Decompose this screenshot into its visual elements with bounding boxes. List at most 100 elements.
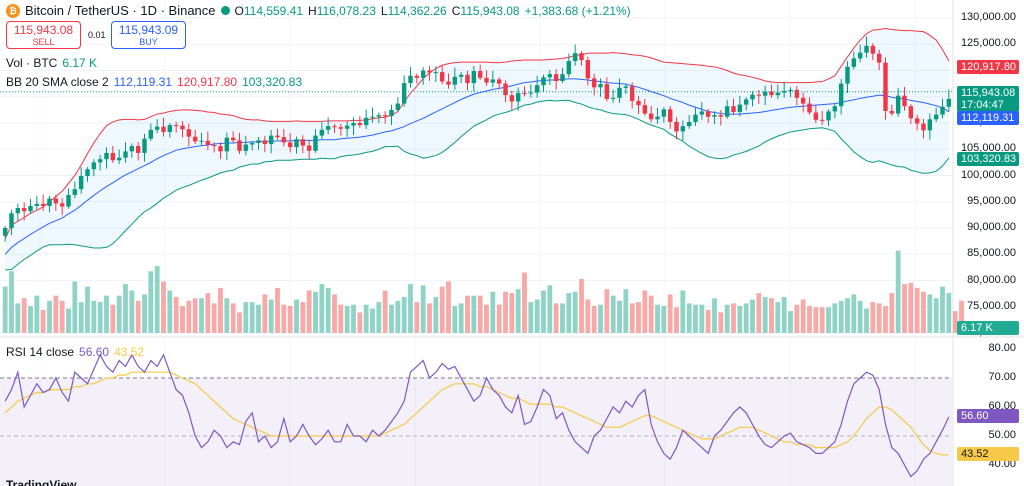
volume-bar <box>819 307 825 333</box>
volume-bar <box>484 304 489 333</box>
volume-bar <box>547 285 553 333</box>
symbol-title[interactable]: Bitcoin / TetherUS · 1D · Binance <box>25 3 216 18</box>
rsi-legend-label: RSI 14 close <box>6 345 75 359</box>
rsi-legend-ma: 43.52 <box>114 345 145 359</box>
candle-body <box>509 95 515 102</box>
candle-body <box>623 86 629 88</box>
bb-band-fill <box>5 28 949 270</box>
candle-body <box>889 110 895 114</box>
volume-bar <box>750 299 755 333</box>
volume-bar <box>579 278 584 333</box>
candle-body <box>91 162 97 170</box>
volume-bar <box>655 304 660 333</box>
volume-bar <box>72 281 78 333</box>
candle-body <box>78 176 84 190</box>
volume-legend[interactable]: Vol · BTC 6.17 K <box>6 56 97 70</box>
volume-bar <box>515 289 521 333</box>
volume-bar <box>275 287 280 333</box>
rsi-legend[interactable]: RSI 14 close 56.60 43.52 <box>6 345 144 359</box>
candle-body <box>477 71 483 78</box>
bb-upper-line <box>4 27 950 239</box>
candle-body <box>192 136 198 142</box>
candle-body <box>370 116 375 118</box>
volume-bar <box>458 303 464 333</box>
candle-body <box>287 142 293 148</box>
volume-bar <box>528 302 534 333</box>
volume-bar <box>813 307 819 333</box>
candle-body <box>382 115 388 117</box>
rsi-tick-label: 80.00 <box>988 342 1016 354</box>
market-open-dot-icon <box>220 6 230 15</box>
candle-body <box>129 146 135 152</box>
volume-bar <box>572 291 578 333</box>
volume-bar <box>769 298 774 333</box>
volume-bar <box>737 305 743 333</box>
volume-bar <box>21 298 27 333</box>
buy-button[interactable]: 115,943.09 BUY <box>111 21 186 49</box>
candle-body <box>427 70 432 73</box>
price-tick-label: 125,000.00 <box>960 37 1016 50</box>
candle-body <box>655 116 660 120</box>
candle-body <box>737 104 743 112</box>
candle-body <box>566 61 572 75</box>
candle-body <box>914 118 920 124</box>
volume-bar <box>40 309 46 333</box>
volume-bar <box>382 290 388 333</box>
volume-bar <box>883 305 888 333</box>
bb-legend-basis: 112,119.31 <box>113 75 173 89</box>
volume-bar <box>617 300 622 333</box>
volume-bar <box>243 302 249 333</box>
volume-bar <box>287 305 293 333</box>
candle-body <box>116 157 122 161</box>
volume-bar <box>211 303 217 333</box>
candle-body <box>680 126 686 132</box>
candle-body <box>838 83 844 107</box>
candle-body <box>826 111 831 121</box>
volume-bar <box>167 290 173 333</box>
candle-body <box>547 74 553 78</box>
volume-bar <box>743 303 749 333</box>
candle-body <box>66 194 71 207</box>
rsi-tick-label: 50.00 <box>988 429 1016 441</box>
volume-bar <box>731 303 736 333</box>
candle-body <box>53 198 59 204</box>
sell-button[interactable]: 115,943.08 SELL <box>6 21 81 49</box>
candle-body <box>648 113 654 120</box>
volume-bar <box>256 304 261 333</box>
volume-bar <box>2 286 8 333</box>
candle-body <box>97 159 103 163</box>
volume-bar <box>648 295 654 333</box>
candle-body <box>148 129 154 139</box>
rsi-ma-tag: 43.52 <box>957 447 1019 461</box>
volume-bar <box>28 305 33 333</box>
candle-body <box>731 106 736 112</box>
volume-bar <box>427 303 432 333</box>
candle-body <box>579 53 584 60</box>
volume-bar <box>34 295 40 333</box>
candle-body <box>800 97 806 104</box>
volume-bar <box>699 304 705 333</box>
candle-body <box>781 90 787 93</box>
candle-body <box>389 109 394 117</box>
volume-bar <box>496 304 502 333</box>
candle-body <box>693 114 698 122</box>
price-change: +1,383.68 (+1.21%) <box>524 3 631 18</box>
candle-body <box>40 203 46 206</box>
bb-legend[interactable]: BB 20 SMA close 2 112,119.31 120,917.80 … <box>6 75 302 89</box>
volume-bar <box>186 300 192 333</box>
candle-body <box>560 74 565 81</box>
volume-bar <box>268 299 274 333</box>
buy-price: 115,943.09 <box>118 23 179 37</box>
volume-bar <box>414 302 420 333</box>
volume-bar <box>59 300 65 333</box>
volume-bar <box>591 305 597 333</box>
candle-body <box>794 89 800 98</box>
rsi-band-fill <box>0 378 952 486</box>
volume-bar <box>53 295 59 333</box>
candle-body <box>408 75 413 84</box>
candle-body <box>883 62 888 111</box>
volume-bar <box>857 300 863 333</box>
volume-bar <box>940 286 945 333</box>
candle-body <box>496 79 502 84</box>
